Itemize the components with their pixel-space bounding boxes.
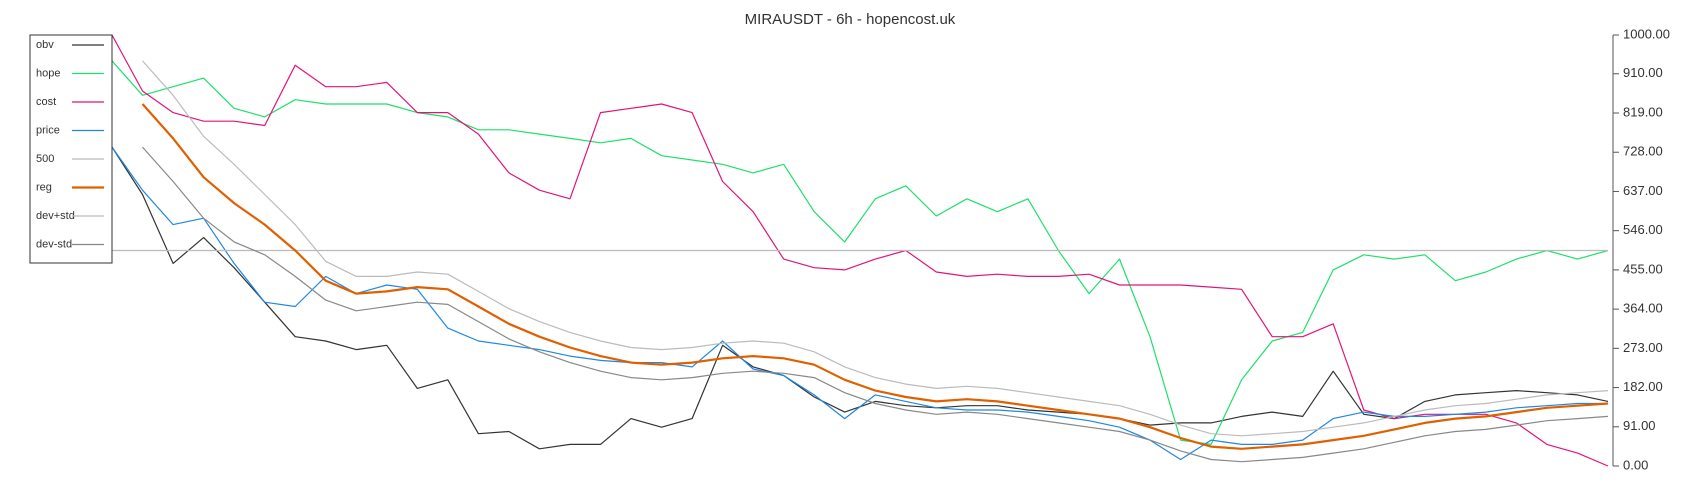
y-tick-label: 91.00 (1623, 418, 1656, 433)
series-line (141, 103, 1609, 450)
chart-title: MIRAUSDT - 6h - hopencost.uk (745, 11, 956, 28)
legend-label: cost (36, 96, 56, 108)
series-line (142, 146, 1609, 463)
y-tick-label: 455.00 (1623, 261, 1663, 276)
y-tick-label: 728.00 (1623, 144, 1663, 159)
legend-label: dev-std (36, 238, 72, 250)
y-tick-label: 182.00 (1623, 379, 1663, 394)
y-tick-label: 1000.00 (1623, 26, 1670, 41)
legend-label: dev+std (36, 210, 75, 222)
plot-area (111, 34, 1609, 467)
y-tick-label: 0.00 (1623, 457, 1648, 472)
series-line (142, 60, 1609, 437)
legend-label: price (36, 124, 60, 136)
series-line (111, 60, 1609, 445)
y-tick-label: 819.00 (1623, 104, 1663, 119)
y-tick-label: 910.00 (1623, 65, 1663, 80)
legend-label: reg (36, 181, 52, 193)
legend-label: hope (36, 67, 60, 79)
y-tick-label: 273.00 (1623, 340, 1663, 355)
y-tick-label: 364.00 (1623, 301, 1663, 316)
y-tick-label: 546.00 (1623, 222, 1663, 237)
y-tick-label: 637.00 (1623, 183, 1663, 198)
legend-label: 500 (36, 153, 54, 165)
series-line (111, 146, 1609, 450)
legend-label: obv (36, 39, 54, 51)
series-line (111, 34, 1609, 467)
